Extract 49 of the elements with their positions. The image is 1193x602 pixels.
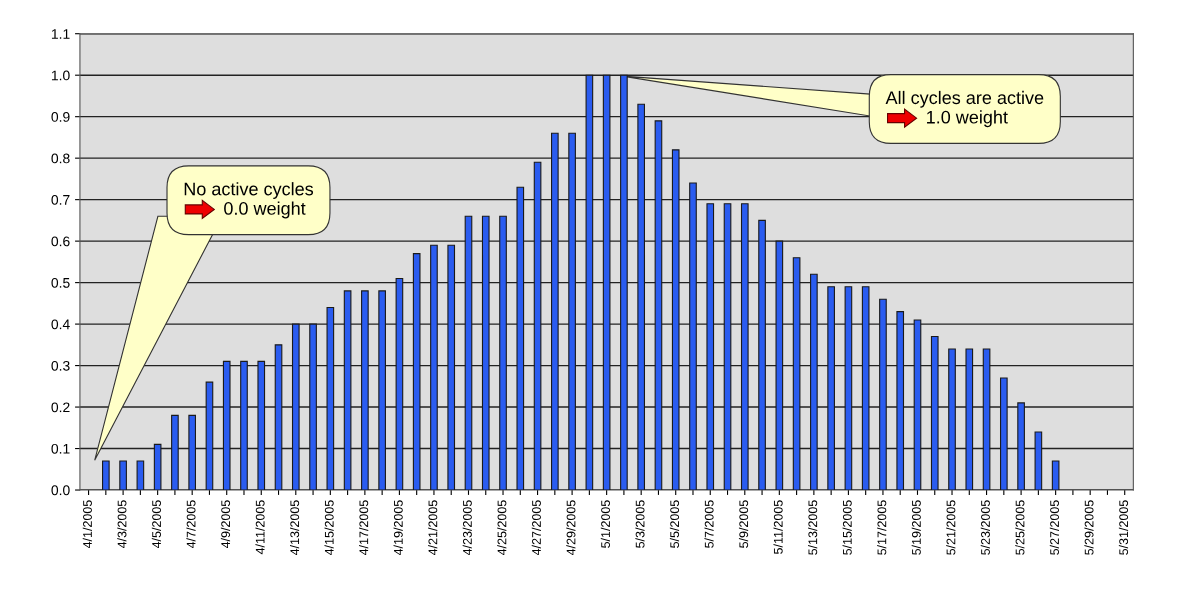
x-tick-label: 4/7/2005 [186, 500, 196, 549]
y-tick-label: 0.5 [51, 277, 70, 288]
x-tick-label: 5/1/2005 [600, 500, 610, 548]
y-tick-label: 0.1 [51, 443, 70, 454]
x-tick-label: 5/9/2005 [738, 500, 749, 548]
x-tick-label: 4/29/2005 [566, 500, 576, 556]
x-tick-label: 4/11/2005 [255, 500, 265, 555]
x-tick-label: 4/17/2005 [359, 500, 369, 556]
x-tick-label: 4/21/2005 [428, 500, 438, 556]
annotation: No active cycles 0.0 weight [184, 182, 314, 219]
x-tick-label: 5/5/2005 [669, 500, 680, 548]
x-tick-label: 5/21/2005 [946, 500, 956, 555]
x-tick-label: 4/25/2005 [497, 500, 507, 556]
x-tick-label: 4/3/2005 [117, 500, 127, 549]
x-tick-label: 5/13/2005 [808, 500, 818, 555]
y-tick-label: 0.7 [51, 194, 70, 205]
x-tick-label: 4/5/2005 [151, 500, 161, 549]
x-tick-label: 5/7/2005 [704, 500, 714, 548]
bar [1051, 460, 1060, 491]
x-tick-label: 4/15/2005 [324, 500, 334, 556]
annotation: All cycles are active 1.0 weight [885, 90, 1044, 128]
x-tick-label: 5/11/2005 [773, 500, 783, 554]
x-tick-label: 4/19/2005 [393, 500, 403, 556]
x-tick-label: 5/19/2005 [911, 500, 921, 555]
bar [119, 460, 127, 491]
y-tick-label: 0.4 [51, 319, 70, 330]
x-tick-label: 5/3/2005 [635, 500, 645, 548]
bar [136, 460, 145, 491]
x-tick-label: 4/27/2005 [531, 500, 541, 556]
y-tick-label: 0.9 [51, 112, 70, 122]
y-tick-label: 0.6 [51, 236, 70, 247]
x-tick-label: 4/23/2005 [462, 500, 472, 556]
y-tick-label: 0.8 [51, 153, 70, 164]
x-tick-label: 5/27/2005 [1049, 500, 1059, 555]
x-tick-label: 4/13/2005 [289, 500, 300, 556]
x-tick-label: 5/31/2005 [1118, 500, 1129, 555]
x-tick-label: 4/9/2005 [220, 500, 231, 549]
x-tick-label: 5/23/2005 [980, 500, 990, 555]
y-tick-label: 1.1 [51, 29, 70, 39]
x-tick-label: 4/1/2005 [82, 500, 92, 549]
bar [101, 460, 110, 491]
x-tick-label: 5/29/2005 [1084, 500, 1094, 555]
x-tick-label: 5/15/2005 [842, 500, 852, 555]
y-tick-label: 0.3 [51, 360, 70, 371]
x-tick-label: 5/17/2005 [877, 500, 887, 555]
y-tick-label: 1.0 [51, 70, 70, 81]
y-tick-label: 0.2 [51, 402, 70, 413]
y-tick-label: 0.0 [51, 485, 70, 496]
x-tick-label: 5/25/2005 [1015, 500, 1025, 555]
